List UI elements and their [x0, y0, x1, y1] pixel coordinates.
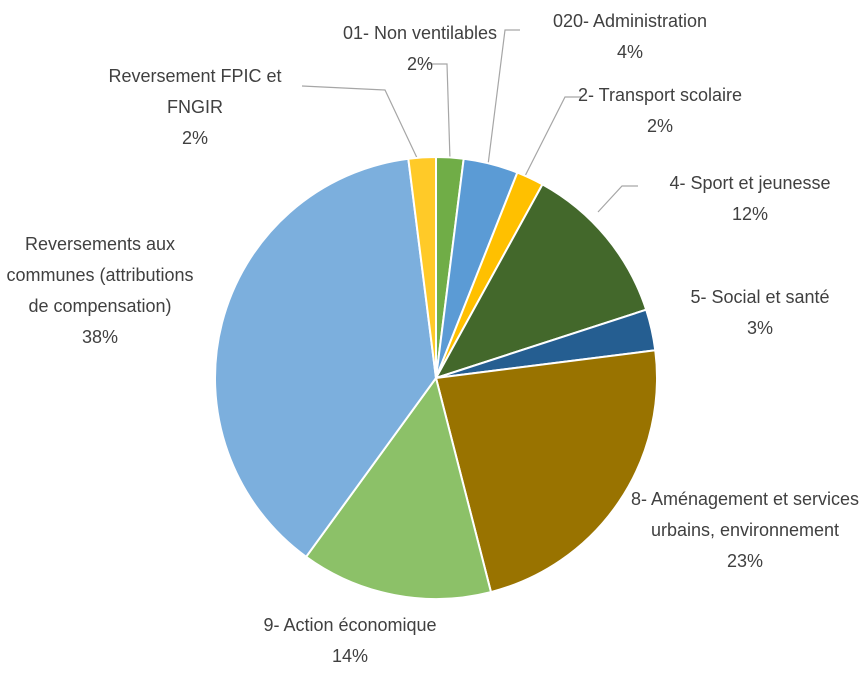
leader-line — [521, 96, 582, 183]
value-label: 4% — [616, 42, 643, 62]
category-name: 9- Action économique — [263, 615, 437, 635]
category-name: 01- Non ventilables — [342, 23, 498, 43]
slice — [214, 157, 438, 559]
leader-line — [487, 29, 520, 166]
slice — [433, 182, 648, 380]
value-label: 23% — [726, 551, 764, 571]
value-label: 3% — [746, 318, 773, 338]
category-name: 2- Transport scolaire — [577, 85, 743, 105]
slices — [214, 155, 658, 600]
category-name: 5- Social et santé — [690, 287, 830, 307]
leader-lines — [301, 29, 638, 213]
leader-line — [428, 63, 451, 161]
category-name: 4- Sport et jeunesse — [669, 173, 831, 193]
slice-label: 5- Social et santé 3% — [655, 282, 865, 344]
leader-line — [597, 185, 638, 213]
category-name: Reversement FPIC et FNGIR — [108, 66, 282, 117]
category-name: 8- Aménagement et services urbains, envi… — [630, 489, 860, 540]
slice-label: 8- Aménagement et services urbains, envi… — [630, 484, 860, 577]
slice — [304, 375, 493, 600]
slice-label: 020- Administration 4% — [530, 6, 730, 68]
slice-label: Reversements aux communes (attributions … — [0, 229, 200, 353]
slice-label: 4- Sport et jeunesse 12% — [630, 168, 865, 230]
value-label: 38% — [81, 327, 119, 347]
category-name: 020- Administration — [552, 11, 708, 31]
value-label: 2% — [181, 128, 208, 148]
slice-label: 9- Action économique 14% — [255, 610, 445, 672]
slice — [407, 155, 437, 379]
value-label: 2% — [646, 116, 673, 136]
slice-label: Reversement FPIC et FNGIR 2% — [80, 61, 310, 154]
slice-label: 01- Non ventilables 2% — [335, 18, 505, 80]
slice — [434, 349, 658, 594]
value-label: 2% — [406, 54, 433, 74]
category-name: Reversements aux communes (attributions … — [6, 234, 194, 316]
slice-label: 2- Transport scolaire 2% — [560, 80, 760, 142]
leader-line — [301, 85, 419, 161]
value-label: 14% — [331, 646, 369, 666]
value-label: 12% — [731, 204, 769, 224]
